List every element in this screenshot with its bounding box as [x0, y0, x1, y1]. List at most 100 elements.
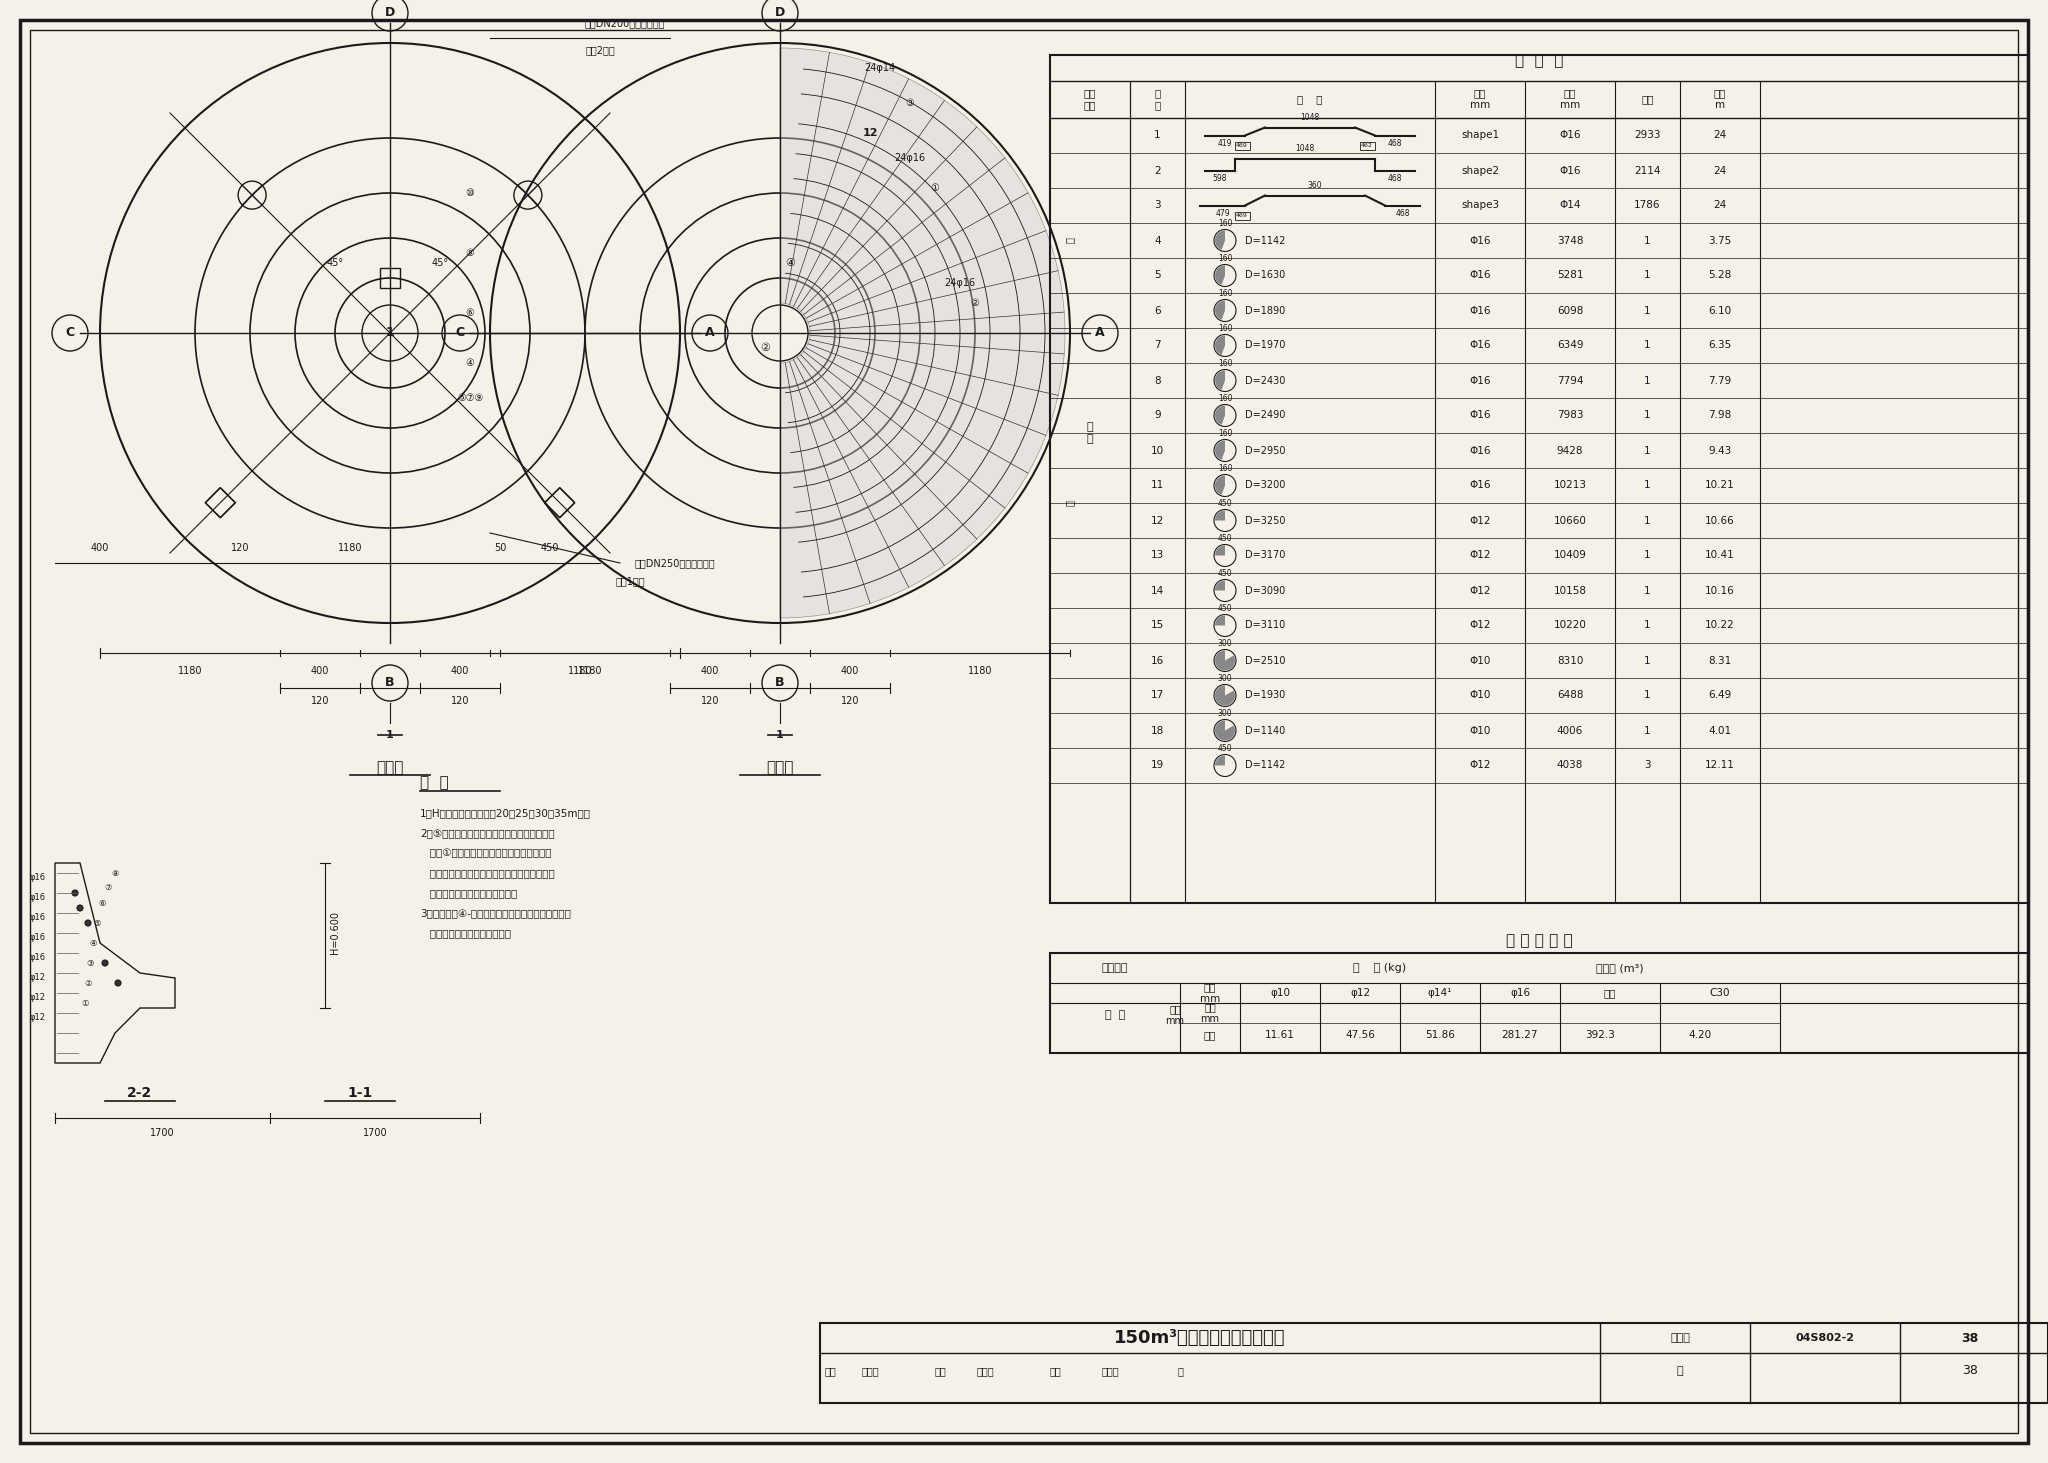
- Text: 1: 1: [385, 326, 395, 339]
- Text: 400: 400: [451, 666, 469, 676]
- Text: 4: 4: [1155, 236, 1161, 246]
- Text: 设计: 设计: [1049, 1366, 1061, 1377]
- Text: 24φ14: 24φ14: [864, 63, 895, 73]
- Text: 校对: 校对: [934, 1366, 946, 1377]
- Text: 1: 1: [1645, 376, 1651, 385]
- Text: D=1930: D=1930: [1245, 691, 1286, 701]
- Text: 7.79: 7.79: [1708, 376, 1733, 385]
- Text: ⑧: ⑧: [111, 869, 119, 878]
- Wedge shape: [1214, 370, 1225, 391]
- Text: 120: 120: [842, 696, 860, 707]
- Text: （共2个）: （共2个）: [586, 45, 614, 56]
- Text: 6349: 6349: [1556, 341, 1583, 351]
- Text: 5281: 5281: [1556, 271, 1583, 281]
- Text: 7983: 7983: [1556, 411, 1583, 420]
- Text: 说  明: 说 明: [420, 775, 449, 790]
- Text: 160: 160: [1219, 290, 1233, 298]
- Text: 陈星声: 陈星声: [977, 1366, 993, 1377]
- Text: D=3090: D=3090: [1245, 585, 1286, 595]
- Wedge shape: [1214, 475, 1225, 494]
- Text: 10660: 10660: [1554, 515, 1587, 525]
- Text: 8: 8: [1155, 376, 1161, 385]
- Text: ⑤: ⑤: [94, 919, 100, 928]
- Text: D=3170: D=3170: [1245, 550, 1286, 560]
- Text: A: A: [1096, 326, 1104, 339]
- Text: shape3: shape3: [1460, 200, 1499, 211]
- Text: Φ16: Φ16: [1468, 341, 1491, 351]
- Text: ③: ③: [86, 958, 94, 967]
- Circle shape: [102, 960, 109, 966]
- Text: 构件名称: 构件名称: [1102, 963, 1128, 973]
- Text: D=1970: D=1970: [1245, 341, 1286, 351]
- Text: ②: ②: [760, 342, 770, 353]
- Text: 10409: 10409: [1554, 550, 1587, 560]
- Text: 8310: 8310: [1556, 655, 1583, 666]
- Text: 160: 160: [1219, 323, 1233, 334]
- Text: 归藏石: 归藏石: [862, 1366, 879, 1377]
- Text: D=2430: D=2430: [1245, 376, 1286, 385]
- Text: Φ12: Φ12: [1468, 761, 1491, 771]
- Wedge shape: [1214, 335, 1225, 356]
- Text: 3: 3: [1155, 200, 1161, 211]
- Text: 468: 468: [1397, 209, 1411, 218]
- Text: ①: ①: [930, 183, 940, 193]
- Text: H=0.600: H=0.600: [330, 911, 340, 954]
- Text: φ16: φ16: [31, 873, 45, 882]
- Text: 1: 1: [1645, 620, 1651, 631]
- Text: 钢  筋  表: 钢 筋 表: [1516, 54, 1563, 69]
- Text: 450: 450: [1219, 534, 1233, 543]
- Text: 479: 479: [1217, 209, 1231, 218]
- Text: 3748: 3748: [1556, 236, 1583, 246]
- Text: 审核: 审核: [823, 1366, 836, 1377]
- Text: D=2490: D=2490: [1245, 411, 1286, 420]
- Text: 环  板: 环 板: [1104, 1009, 1124, 1020]
- Text: Φ10: Φ10: [1468, 691, 1491, 701]
- Text: 51.86: 51.86: [1425, 1030, 1454, 1040]
- Text: Φ12: Φ12: [1468, 620, 1491, 631]
- Text: 4006: 4006: [1556, 726, 1583, 736]
- Text: 8.31: 8.31: [1708, 655, 1733, 666]
- Text: 1180: 1180: [338, 543, 362, 553]
- Text: 281.27: 281.27: [1501, 1030, 1538, 1040]
- Text: φ16: φ16: [31, 894, 45, 903]
- Text: Φ16: Φ16: [1468, 411, 1491, 420]
- Bar: [1051, 56, 2028, 903]
- Text: ⑦: ⑦: [104, 884, 113, 892]
- Wedge shape: [1214, 511, 1225, 521]
- Text: D: D: [774, 6, 784, 19]
- Text: ②: ②: [84, 979, 92, 988]
- Text: Φ16: Φ16: [1468, 480, 1491, 490]
- Text: 160: 160: [1219, 464, 1233, 473]
- Circle shape: [86, 920, 90, 926]
- Text: 13: 13: [1151, 550, 1163, 560]
- Text: 接，①号钢筋应尽量避开洞口，不宜截断。: 接，①号钢筋应尽量避开洞口，不宜截断。: [420, 849, 551, 857]
- Text: 19: 19: [1151, 761, 1163, 771]
- Text: 450: 450: [1219, 745, 1233, 753]
- Text: ⑥: ⑥: [465, 309, 475, 317]
- Text: C: C: [455, 326, 465, 339]
- Text: A: A: [705, 326, 715, 339]
- Text: 直径
mm: 直径 mm: [1470, 88, 1491, 110]
- Text: 5: 5: [1155, 271, 1161, 281]
- Text: D=2510: D=2510: [1245, 655, 1286, 666]
- Text: 450: 450: [1219, 604, 1233, 613]
- Bar: [1235, 142, 1249, 149]
- Wedge shape: [1214, 720, 1235, 740]
- Text: 环
板: 环 板: [1087, 423, 1094, 443]
- Text: 14: 14: [1151, 585, 1163, 595]
- Text: D=3250: D=3250: [1245, 515, 1286, 525]
- Bar: [1235, 212, 1249, 219]
- Text: 160: 160: [1219, 358, 1233, 369]
- Text: 重量: 重量: [1204, 1030, 1217, 1040]
- Text: 埋设DN200钢制防水套管: 埋设DN200钢制防水套管: [586, 18, 666, 28]
- Text: 12: 12: [862, 127, 879, 138]
- Text: 468: 468: [1389, 174, 1403, 183]
- Text: 2933: 2933: [1634, 130, 1661, 140]
- Wedge shape: [1214, 405, 1225, 424]
- Text: 2、⑤号钢筋遇洞口切断后，应与防水套管壁焊: 2、⑤号钢筋遇洞口切断后，应与防水套管壁焊: [420, 828, 555, 838]
- Text: 5.28: 5.28: [1708, 271, 1733, 281]
- Text: Φ16: Φ16: [1468, 306, 1491, 316]
- Bar: [381, 268, 399, 288]
- Text: D: D: [385, 6, 395, 19]
- Text: 300: 300: [1219, 710, 1233, 718]
